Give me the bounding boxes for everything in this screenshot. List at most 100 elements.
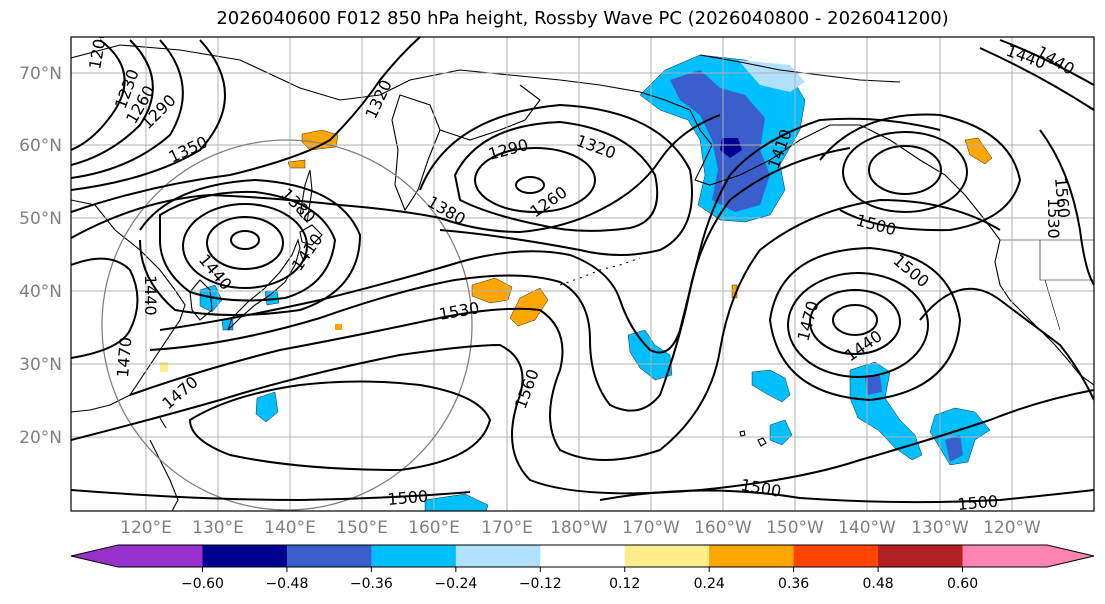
height-contours xyxy=(71,37,1094,504)
colorbar-tick-label: −0.48 xyxy=(265,576,308,592)
lon-tick-label: 170°E xyxy=(481,518,533,538)
coastline-chukotka xyxy=(439,84,541,141)
colorbar-bin xyxy=(540,545,626,567)
coastline-philippines xyxy=(149,417,179,511)
colorbar-bin xyxy=(709,545,795,567)
contour-line xyxy=(129,198,1001,461)
negative-anomaly-region xyxy=(751,369,791,403)
lon-tick-label: 150°E xyxy=(336,518,388,538)
colorbar-ticks: −0.60 −0.48 −0.36 −0.24 −0.12 0.12 0.24 0.36 0.4… xyxy=(181,567,978,592)
colorbar-tick-label: 0.48 xyxy=(863,576,894,592)
lat-tick-label: 70°N xyxy=(19,64,62,84)
contour-line xyxy=(868,145,942,195)
colorbar-tick-label: 0.36 xyxy=(778,576,809,592)
colorbar-tick-label: −0.24 xyxy=(434,576,477,592)
contour-label: 1530 xyxy=(1044,198,1063,239)
contour-line xyxy=(474,147,596,213)
lat-tick-label: 50°N xyxy=(19,209,62,229)
colorbar-bin xyxy=(962,545,1048,567)
colorbar-bins xyxy=(118,545,1048,567)
lon-tick-label: 130°E xyxy=(192,518,244,538)
positive-anomaly-region xyxy=(287,159,306,169)
lat-tick-label: 30°N xyxy=(19,355,62,375)
lon-tick-label: 160°E xyxy=(408,518,460,538)
contour-line xyxy=(979,47,1094,111)
contour-line xyxy=(159,190,337,302)
lon-tick-label: 140°E xyxy=(264,518,316,538)
negative-anomaly-region xyxy=(424,493,489,511)
contour-label: 1500 xyxy=(387,487,429,509)
lon-tick-label: 180°W xyxy=(550,518,608,538)
contour-line xyxy=(188,380,492,472)
lat-tick-label: 20°N xyxy=(19,428,62,448)
map-title: 2026040600 F012 850 hPa height, Rossby W… xyxy=(216,8,949,29)
reference-circle xyxy=(101,139,473,511)
contour-label: 1500 xyxy=(957,492,999,514)
colorbar-bin xyxy=(371,545,457,567)
contour-line xyxy=(71,257,139,359)
colorbar-tick-label: 0.24 xyxy=(694,576,725,592)
colorbar-tick-label: −0.36 xyxy=(350,576,393,592)
contour-line xyxy=(419,103,693,256)
coastline-north-america-west xyxy=(994,239,1094,386)
colorbar-tick-label: 0.60 xyxy=(947,576,978,592)
negative-anomaly-region xyxy=(738,60,805,92)
contour-line xyxy=(71,489,1094,504)
lat-tick-label: 60°N xyxy=(19,136,62,156)
coastline-siberia xyxy=(71,44,641,101)
colorbar-tick-label: −0.60 xyxy=(181,576,224,592)
map-frame xyxy=(70,36,1095,512)
coastline-korea xyxy=(189,279,213,321)
positive-anomaly-region xyxy=(335,324,342,330)
aleutian-islands xyxy=(559,257,641,286)
contour-line xyxy=(230,230,260,250)
contour-line xyxy=(71,39,226,191)
negative-anomaly-region xyxy=(670,70,770,212)
lon-tick-label: 160°W xyxy=(694,518,752,538)
contour-line xyxy=(768,246,962,402)
longitude-axis: 120°E 130°E 140°E 150°E 160°E 170°E 180°… xyxy=(120,518,1041,538)
lon-tick-label: 120°W xyxy=(983,518,1041,538)
colorbar-bin xyxy=(624,545,710,567)
contour-line xyxy=(819,113,1022,232)
colorbar-outline xyxy=(70,544,1095,568)
contour-line xyxy=(453,120,659,232)
contour-line xyxy=(515,176,545,194)
contour-line xyxy=(999,39,1094,86)
map-area xyxy=(71,37,1094,511)
negative-anomaly-region xyxy=(865,375,882,395)
contour-line xyxy=(71,343,1094,495)
colorbar-bin xyxy=(455,545,541,567)
lat-tick-label: 40°N xyxy=(19,282,62,302)
contour-line xyxy=(919,287,1094,401)
contour-line xyxy=(182,203,308,289)
negative-anomaly-region xyxy=(945,435,963,462)
coastline-sakhalin xyxy=(299,169,313,224)
contour-line xyxy=(71,39,154,166)
lon-tick-label: 170°W xyxy=(622,518,680,538)
contour-line xyxy=(149,147,851,412)
lon-tick-label: 140°W xyxy=(838,518,896,538)
contour-line xyxy=(1039,129,1094,286)
negative-anomaly-region xyxy=(627,329,673,381)
contour-line xyxy=(787,272,929,378)
contour-line xyxy=(206,216,284,270)
contour-line xyxy=(809,289,901,355)
contour-label: 1560 xyxy=(1051,177,1073,219)
colorbar-bin xyxy=(793,545,879,567)
negative-anomaly-region xyxy=(255,391,279,423)
lon-tick-label: 150°W xyxy=(766,518,824,538)
contour-line xyxy=(139,178,362,316)
political-border xyxy=(1000,239,1094,331)
colorbar-bin xyxy=(878,545,964,567)
coastline-hawaii xyxy=(739,430,767,447)
latitude-axis: 70°N 60°N 50°N 40°N 30°N 20°N xyxy=(19,64,62,448)
colorbar-bin xyxy=(202,545,288,567)
contour-label: 1470 xyxy=(113,336,135,378)
coastline-alaska xyxy=(639,91,1001,241)
colorbar-over-extension xyxy=(1047,545,1094,567)
colorbar-bin xyxy=(286,545,372,567)
coastline-kamchatka xyxy=(391,94,441,212)
colorbar-tick-label: 0.12 xyxy=(609,576,640,592)
